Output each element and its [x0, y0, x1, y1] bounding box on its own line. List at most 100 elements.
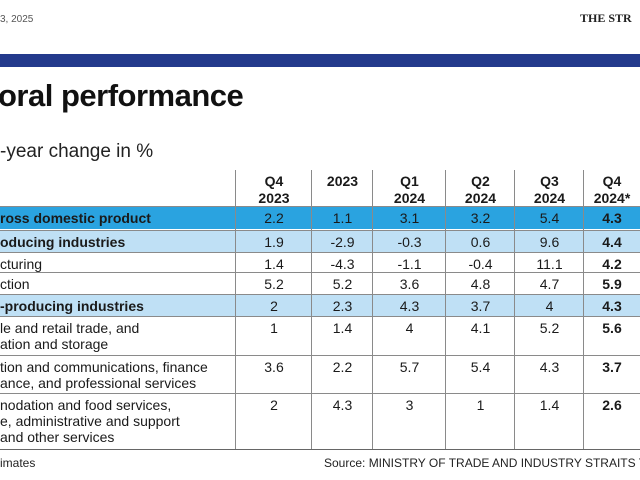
value-cell: 5.7	[399, 359, 420, 375]
table-row: ross domestic product 2.2 1.1 3.1 3.2 5.4 4.3	[0, 207, 640, 229]
value-cell: 3	[405, 397, 414, 413]
row-label-line: ction	[0, 276, 30, 292]
value-cell: 3.6	[264, 359, 284, 375]
row-label-line: and other services	[0, 429, 115, 445]
value-cell: 1.9	[264, 234, 284, 250]
row-label-line: ross domestic product	[0, 210, 151, 226]
row-label: ross domestic product	[0, 207, 232, 226]
table-row: -producing industries 2 2.3 4.3 3.7 4 4.3	[0, 295, 640, 316]
value-cell: 3.6	[399, 276, 420, 292]
value-cell: -2.9	[330, 234, 355, 250]
value-cell: 2.6	[602, 397, 622, 413]
value-cell: 1.4	[332, 320, 353, 336]
chart-title: oral performance	[0, 78, 244, 113]
value-cell: 5.6	[602, 320, 622, 336]
row-label-line: le and retail trade, and	[0, 320, 140, 336]
row-label-line: nodation and food services,	[0, 397, 172, 413]
value-cell: 4	[545, 298, 554, 314]
column-divider	[514, 170, 515, 449]
row-label: le and retail trade, and ation and storag…	[0, 317, 232, 352]
value-cell: 5.4	[539, 210, 560, 226]
column-header: Q3 2024	[515, 170, 584, 208]
column-header-line: Q4	[264, 173, 284, 189]
row-divider	[0, 272, 640, 273]
row-label: nodation and food services, e, administra…	[0, 394, 232, 445]
row-label: tion and communications, finance ance, an…	[0, 356, 232, 391]
row-label: oducing industries	[0, 231, 232, 250]
table-row: nodation and food services, e, administra…	[0, 394, 640, 450]
column-header-line: 2023	[258, 190, 290, 206]
value-cell: 4.8	[470, 276, 491, 292]
row-divider	[0, 252, 640, 253]
chart-subtitle: -year change in %	[0, 141, 154, 162]
row-divider	[0, 355, 640, 356]
value-cell: 1.1	[332, 210, 353, 226]
value-cell: 11.1	[536, 256, 563, 272]
value-cell: 3.2	[470, 210, 491, 226]
column-header-line: 2024	[464, 190, 497, 206]
value-cell: 1.4	[539, 397, 560, 413]
row-label: ction	[0, 273, 232, 292]
value-cell: 2.3	[332, 298, 353, 314]
column-header-line: Q3	[540, 173, 559, 189]
column-header-line: 2024	[393, 190, 426, 206]
value-cell: -0.4	[468, 256, 493, 272]
value-cell: 1.4	[264, 256, 284, 272]
row-label-line: oducing industries	[0, 234, 126, 250]
value-cell: 5.2	[332, 276, 353, 292]
value-cell: 3.1	[399, 210, 420, 226]
row-divider	[0, 316, 640, 317]
value-cell: 5.4	[470, 359, 491, 375]
column-header: Q2 2024	[446, 170, 515, 208]
column-divider	[583, 170, 584, 449]
column-header: Q1 2024	[373, 170, 446, 208]
value-cell: 4	[405, 320, 414, 336]
row-label-line: e, administrative and support	[0, 413, 180, 429]
row-label: -producing industries	[0, 295, 232, 314]
value-cell: 5.2	[539, 320, 560, 336]
row-divider	[0, 393, 640, 394]
gdp-table: Q4 2023 2023 Q1 2024 Q2 2024 Q3 2024 Q4 2024* ross …	[0, 170, 640, 450]
column-header-line: 2024	[533, 190, 566, 206]
value-cell: 5.2	[264, 276, 284, 292]
column-header-line: Q1	[400, 173, 419, 189]
column-divider	[235, 170, 236, 449]
value-cell: 4.3	[539, 359, 560, 375]
value-cell: 4.1	[470, 320, 491, 336]
value-cell: 4.2	[602, 256, 622, 272]
accent-bar	[0, 54, 640, 67]
value-cell: 3.7	[602, 359, 622, 375]
value-cell: 4.3	[332, 397, 353, 413]
column-divider	[445, 170, 446, 449]
row-label-line: ation and storage	[0, 336, 109, 352]
value-cell: 4.4	[602, 234, 622, 250]
column-divider	[311, 170, 312, 449]
value-cell: 2.2	[332, 359, 353, 375]
table-row: cturing 1.4 -4.3 -1.1 -0.4 11.1 4.2	[0, 253, 640, 273]
row-divider	[0, 206, 640, 207]
row-label-line: cturing	[0, 256, 43, 272]
column-header: Q4 2024*	[584, 170, 640, 208]
column-header: Q4 2023	[236, 170, 312, 208]
table-row: ction 5.2 5.2 3.6 4.8 4.7 5.9	[0, 273, 640, 294]
table-row: oducing industries 1.9 -2.9 -0.3 0.6 9.6 4.4	[0, 231, 640, 252]
column-header-line: Q4	[602, 173, 622, 189]
value-cell: 2.2	[264, 210, 284, 226]
masthead-logo: THE STR	[580, 11, 632, 25]
value-cell: 2	[270, 298, 278, 314]
source-credit: Source: MINISTRY OF TRADE AND INDUSTRY S…	[324, 456, 640, 470]
column-header-line: Q2	[471, 173, 490, 189]
publication-date: 3, 2025	[0, 14, 34, 25]
value-cell: 4.3	[602, 298, 622, 314]
value-cell: 9.6	[539, 234, 560, 250]
column-header: 2023	[312, 170, 373, 208]
column-divider	[372, 170, 373, 449]
value-cell: 2	[270, 397, 278, 413]
value-cell: 4.3	[399, 298, 420, 314]
column-header-line: 2023	[326, 173, 359, 189]
value-cell: -0.3	[397, 234, 422, 250]
value-cell: -4.3	[330, 256, 355, 272]
table-row: le and retail trade, and ation and storag…	[0, 317, 640, 355]
row-label-line: tion and communications, finance	[0, 359, 208, 375]
value-cell: -1.1	[397, 256, 422, 272]
